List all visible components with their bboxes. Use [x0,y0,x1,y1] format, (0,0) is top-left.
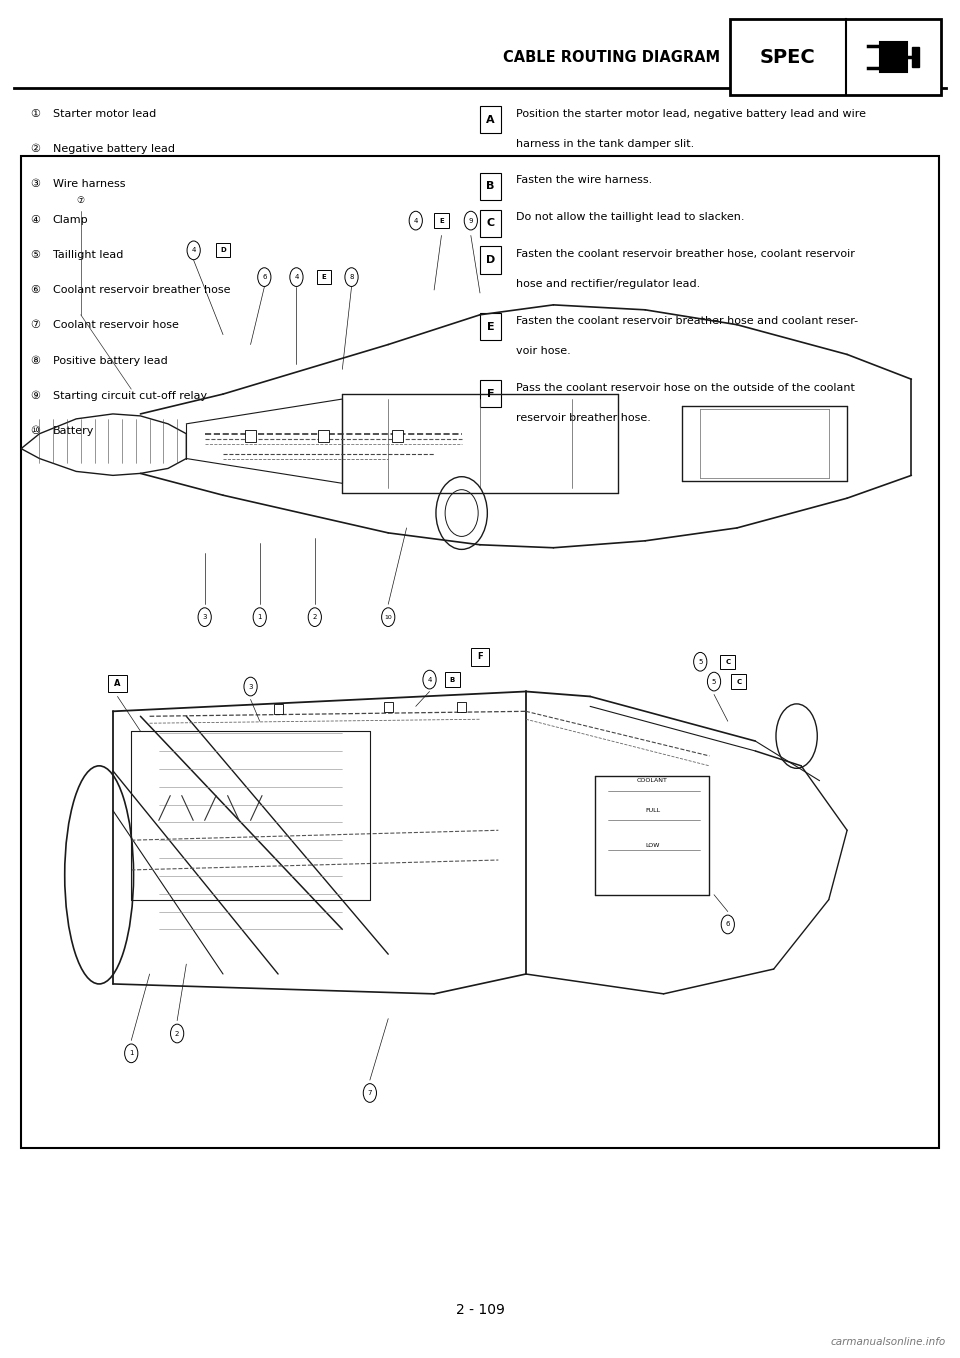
Text: E: E [322,274,326,280]
Text: 4: 4 [295,274,299,280]
Text: Fasten the coolant reservoir breather hose, coolant reservoir: Fasten the coolant reservoir breather ho… [516,249,855,259]
Text: ⑦: ⑦ [77,197,84,205]
Text: FULL: FULL [645,808,660,813]
Text: 4: 4 [191,247,196,254]
Text: harness in the tank damper slit.: harness in the tank damper slit. [516,139,695,148]
Text: CABLE ROUTING DIAGRAM: CABLE ROUTING DIAGRAM [503,49,720,65]
Text: E: E [487,322,494,331]
Text: 5: 5 [712,679,716,684]
Text: A: A [487,114,494,125]
Bar [720,655,735,669]
Text: COOLANT: COOLANT [637,778,668,784]
Text: Positive battery lead: Positive battery lead [53,356,168,365]
Text: ①: ① [31,109,40,118]
Bar [480,209,501,236]
Text: voir hose.: voir hose. [516,346,571,356]
Text: 6: 6 [726,922,730,928]
Bar [216,243,230,258]
Bar [392,429,403,441]
Text: Coolant reservoir hose: Coolant reservoir hose [53,320,179,330]
Text: Battery: Battery [53,426,94,436]
Bar [480,172,501,200]
Bar [317,270,331,284]
Text: D: D [220,247,226,254]
Text: 7: 7 [368,1090,372,1096]
Bar [434,213,448,228]
Bar [457,702,467,713]
Text: Negative battery lead: Negative battery lead [53,144,175,153]
Bar [879,42,906,72]
Text: B: B [487,182,494,191]
Bar [384,702,393,713]
Text: 5: 5 [698,659,703,665]
Text: 4: 4 [427,676,432,683]
Text: 1: 1 [257,614,262,621]
Text: C: C [736,679,741,684]
Text: Clamp: Clamp [53,215,88,224]
Text: Fasten the coolant reservoir breather hose and coolant reser-: Fasten the coolant reservoir breather ho… [516,316,858,326]
Text: C: C [725,659,731,665]
Text: 2: 2 [175,1031,180,1036]
Text: A: A [114,679,121,689]
Bar [480,106,501,133]
Bar [732,675,746,689]
Text: Wire harness: Wire harness [53,179,126,189]
Text: 3: 3 [203,614,207,621]
Text: ⑥: ⑥ [31,285,40,295]
Text: ⑨: ⑨ [31,391,40,401]
Text: ⑤: ⑤ [31,250,40,259]
Bar [274,705,282,714]
Bar [912,46,920,68]
Bar [480,380,501,407]
Bar [470,648,490,665]
Text: 2 - 109: 2 - 109 [456,1304,504,1317]
Text: Pass the coolant reservoir hose on the outside of the coolant: Pass the coolant reservoir hose on the o… [516,383,855,392]
Text: reservoir breather hose.: reservoir breather hose. [516,413,651,422]
Bar [480,246,501,273]
Text: carmanualsonline.info: carmanualsonline.info [830,1338,946,1347]
Text: hose and rectifier/regulator lead.: hose and rectifier/regulator lead. [516,280,701,289]
Text: F: F [487,388,494,398]
Text: ③: ③ [31,179,40,189]
Text: 4: 4 [414,217,418,224]
Text: F: F [477,652,483,661]
Text: 10: 10 [384,615,392,619]
Bar [245,429,256,441]
Text: ⑩: ⑩ [31,426,40,436]
Text: Starter motor lead: Starter motor lead [53,109,156,118]
Text: Position the starter motor lead, negative battery lead and wire: Position the starter motor lead, negativ… [516,109,867,118]
Text: Coolant reservoir breather hose: Coolant reservoir breather hose [53,285,230,295]
Text: ②: ② [31,144,40,153]
Text: Taillight lead: Taillight lead [53,250,123,259]
Text: E: E [439,217,444,224]
Text: Starting circuit cut-off relay: Starting circuit cut-off relay [53,391,207,401]
Text: 1: 1 [129,1050,133,1057]
Text: 6: 6 [262,274,267,280]
Text: 3: 3 [249,683,252,690]
Text: C: C [487,219,494,228]
Text: LOW: LOW [645,843,660,847]
Bar [480,314,501,341]
Bar [319,429,329,441]
Text: ⑦: ⑦ [31,320,40,330]
Text: 8: 8 [349,274,354,280]
Text: ⑧: ⑧ [31,356,40,365]
Text: 9: 9 [468,217,473,224]
Text: ④: ④ [31,215,40,224]
Bar [445,672,460,687]
Bar [730,19,941,95]
Text: 2: 2 [313,614,317,621]
Text: SPEC: SPEC [759,48,816,67]
Text: D: D [486,255,495,265]
Bar [21,156,939,1148]
Text: B: B [450,676,455,683]
Bar [108,675,127,693]
Text: Do not allow the taillight lead to slacken.: Do not allow the taillight lead to slack… [516,212,745,223]
Text: Fasten the wire harness.: Fasten the wire harness. [516,175,653,186]
